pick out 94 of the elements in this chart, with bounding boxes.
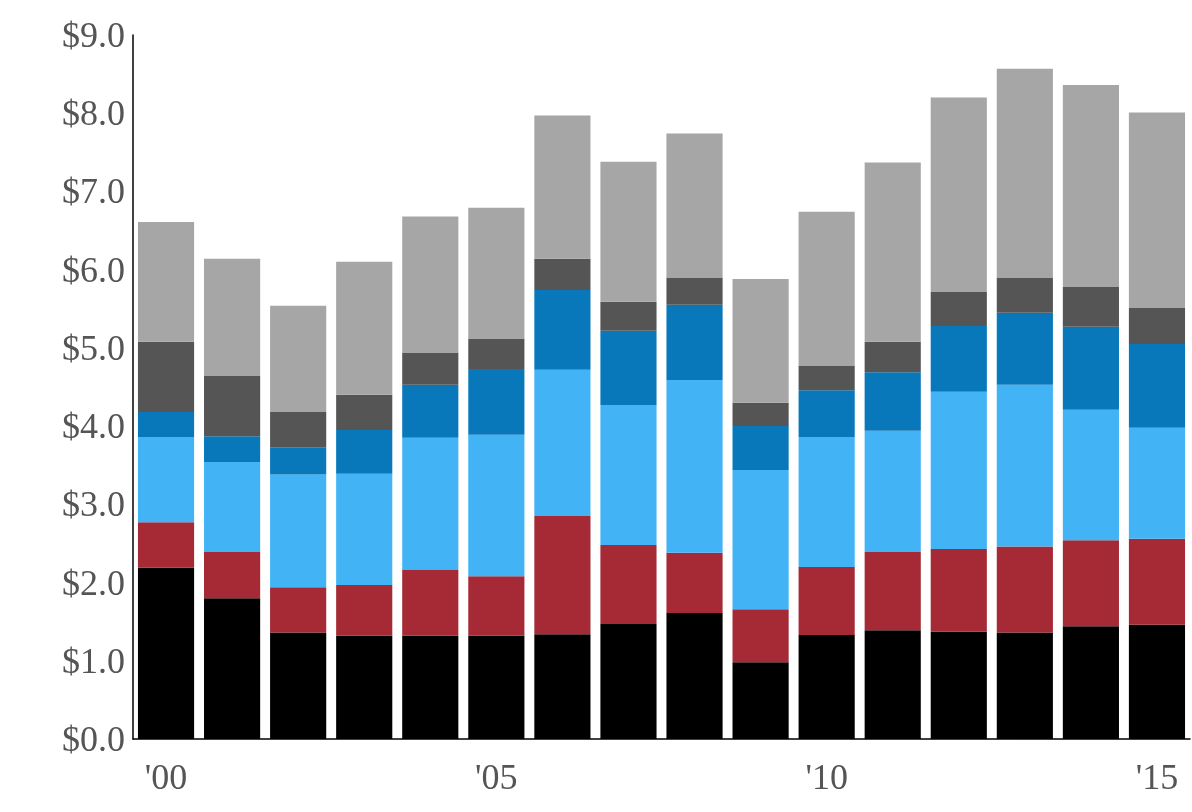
bar — [336, 261, 393, 395]
bar — [336, 473, 393, 585]
bar — [402, 384, 459, 438]
bar — [137, 221, 195, 342]
bar — [1062, 540, 1119, 627]
y-tick-label: $0.0 — [62, 719, 125, 759]
bar — [732, 609, 789, 663]
bar — [666, 133, 723, 278]
bar — [600, 404, 657, 546]
bar — [666, 552, 723, 614]
bar — [864, 341, 921, 373]
bar — [137, 341, 195, 413]
bar — [468, 207, 525, 339]
bar — [204, 436, 261, 463]
bar — [402, 216, 459, 353]
x-tick-label: '10 — [805, 757, 848, 797]
bar — [336, 394, 393, 431]
y-tick-label: $5.0 — [62, 327, 125, 368]
bar — [864, 552, 921, 631]
bar — [1128, 308, 1186, 344]
bar — [798, 365, 855, 391]
y-tick-label: $6.0 — [62, 249, 125, 290]
bar — [1062, 326, 1119, 410]
y-tick-label: $4.0 — [62, 406, 125, 447]
bar — [600, 161, 657, 302]
bar — [1062, 85, 1119, 287]
y-tick-label: $2.0 — [62, 562, 125, 603]
bar — [204, 376, 261, 437]
bar — [270, 412, 327, 448]
x-tick-label: '00 — [144, 757, 188, 797]
bar — [600, 301, 657, 331]
bar — [336, 584, 393, 636]
bar — [204, 462, 261, 553]
bar — [402, 437, 459, 571]
bar — [534, 258, 591, 290]
bar — [270, 474, 327, 588]
bar — [1128, 538, 1186, 625]
bar — [270, 587, 327, 633]
bar — [1128, 343, 1186, 428]
y-tick-label: $1.0 — [62, 640, 125, 681]
bar — [798, 566, 855, 635]
bar — [534, 516, 591, 635]
bar — [666, 277, 723, 305]
bar — [468, 576, 525, 636]
bar — [996, 68, 1053, 278]
bar — [1062, 409, 1119, 541]
bar — [468, 369, 525, 435]
y-tick-label: $3.0 — [62, 484, 125, 525]
bar — [732, 426, 789, 470]
bar — [1128, 112, 1186, 308]
bar — [996, 277, 1053, 313]
bar — [732, 402, 789, 427]
bar — [137, 437, 195, 523]
bar — [402, 352, 459, 385]
bar — [798, 211, 855, 366]
x-tick-label: '05 — [475, 757, 518, 797]
bar — [534, 369, 591, 517]
bar — [336, 430, 393, 474]
bar — [204, 258, 261, 377]
bar — [798, 437, 855, 567]
x-tick-label: '15 — [1135, 757, 1179, 797]
bar — [534, 290, 591, 370]
bar — [864, 372, 921, 431]
bar — [930, 548, 987, 632]
y-tick-label: $8.0 — [62, 93, 125, 134]
bar — [468, 434, 525, 577]
y-tick-label: $9.0 — [62, 15, 125, 55]
bar — [204, 552, 261, 599]
bar — [996, 546, 1053, 633]
bar — [930, 391, 987, 549]
bar — [270, 305, 327, 413]
bar — [402, 570, 459, 636]
bar — [666, 304, 723, 380]
bar — [1128, 427, 1186, 539]
bar — [137, 522, 195, 568]
bar — [468, 338, 525, 370]
bar — [930, 325, 987, 392]
bar — [798, 390, 855, 438]
bar — [996, 312, 1053, 385]
y-tick-label: $7.0 — [62, 171, 125, 212]
bar — [137, 412, 195, 438]
bar — [600, 330, 657, 405]
bar — [864, 162, 921, 342]
bar — [996, 384, 1053, 547]
bar — [864, 430, 921, 553]
bar — [534, 115, 591, 259]
bar — [732, 469, 789, 610]
bar — [600, 545, 657, 625]
bar — [732, 279, 789, 403]
bar — [1062, 286, 1119, 327]
bar — [930, 97, 987, 292]
bar — [666, 379, 723, 553]
bar — [270, 447, 327, 475]
bar — [930, 291, 987, 326]
